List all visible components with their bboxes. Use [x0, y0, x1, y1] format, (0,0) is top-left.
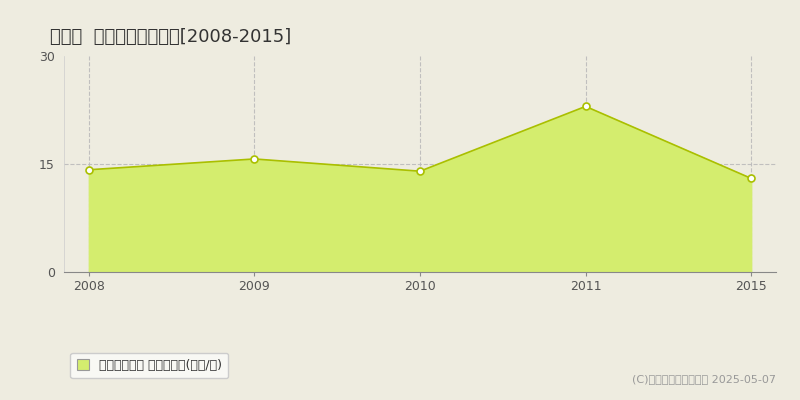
Text: 庄内町  収益物件価格推移[2008-2015]: 庄内町 収益物件価格推移[2008-2015] — [50, 28, 291, 46]
Point — [745, 175, 758, 182]
Point — [248, 156, 261, 162]
Point — [82, 166, 95, 173]
Text: (C)土地価格ドットコム 2025-05-07: (C)土地価格ドットコム 2025-05-07 — [632, 374, 776, 384]
Legend: 収益物件価格 平均啶単価(万円/坶): 収益物件価格 平均啶単価(万円/坶) — [70, 352, 228, 378]
Point — [579, 103, 592, 110]
Point — [414, 168, 426, 174]
